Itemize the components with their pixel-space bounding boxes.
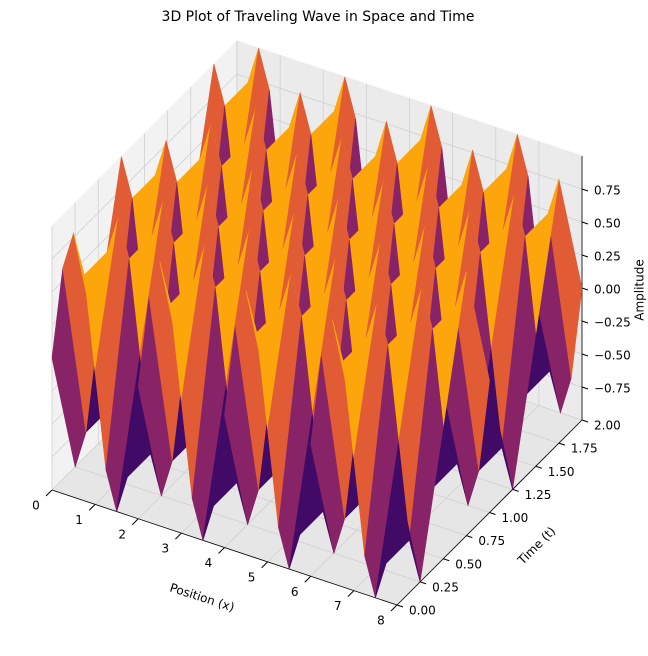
y-axis-label: Time (t) [514, 524, 558, 568]
tick-mark [581, 320, 589, 324]
z-tick-label: −0.25 [594, 316, 631, 330]
x-tick-label: 8 [377, 614, 385, 628]
surface-patch [385, 472, 421, 582]
z-tick-label: 0.50 [594, 217, 621, 231]
tick-mark [304, 575, 312, 583]
axis-line [396, 419, 583, 606]
tick-mark [261, 561, 268, 569]
tick-mark [466, 535, 473, 539]
z-tick-label: 0.25 [594, 250, 621, 264]
tick-mark [45, 489, 53, 497]
tick-mark [347, 590, 355, 597]
x-tick-label: 4 [205, 556, 213, 570]
z-axis-label: Amplitude [633, 259, 647, 321]
y-tick-label: 1.25 [525, 488, 552, 502]
tick-mark [581, 353, 589, 357]
tick-mark [489, 512, 496, 515]
tick-mark [390, 604, 398, 612]
tick-mark [558, 442, 566, 446]
y-tick-label: 0.00 [409, 604, 436, 618]
z-tick-label: 0.00 [594, 283, 621, 297]
tick-mark [512, 488, 519, 492]
tick-mark [581, 221, 589, 225]
x-axis-label: Position (x) [168, 581, 236, 615]
y-tick-label: 1.00 [502, 511, 529, 525]
x-tick-label: 5 [248, 570, 256, 584]
tick-mark [581, 254, 589, 258]
y-tick-label: 0.75 [478, 534, 505, 548]
y-tick-label: 1.75 [571, 442, 598, 456]
tick-mark [396, 604, 404, 608]
x-tick-label: 2 [118, 527, 126, 541]
y-tick-label: 0.25 [432, 580, 459, 594]
z-tick-label: 0.75 [594, 184, 621, 198]
z-tick-label: −0.75 [594, 382, 631, 396]
z-tick-label: −0.50 [594, 349, 631, 363]
tick-mark [581, 188, 589, 192]
x-tick-label: 7 [334, 599, 342, 613]
x-tick-label: 6 [291, 585, 299, 599]
axis-line [51, 489, 398, 606]
tick-mark [218, 547, 225, 554]
tick-mark [131, 518, 139, 526]
tick-mark [581, 287, 589, 291]
tick-mark [88, 504, 96, 511]
x-tick-label: 0 [32, 499, 40, 513]
tick-mark [175, 532, 182, 540]
tick-mark [443, 558, 450, 562]
x-tick-label: 1 [75, 513, 83, 527]
y-tick-label: 2.00 [594, 419, 621, 433]
tick-mark [419, 581, 427, 585]
tick-mark [581, 386, 589, 390]
tick-mark [535, 465, 542, 469]
y-tick-label: 0.50 [455, 557, 482, 571]
x-tick-label: 3 [162, 542, 170, 556]
tick-mark [581, 419, 589, 423]
grid-line [51, 73, 238, 260]
y-tick-label: 1.50 [548, 465, 575, 479]
chart-title: 3D Plot of Traveling Wave in Space and T… [162, 9, 475, 25]
